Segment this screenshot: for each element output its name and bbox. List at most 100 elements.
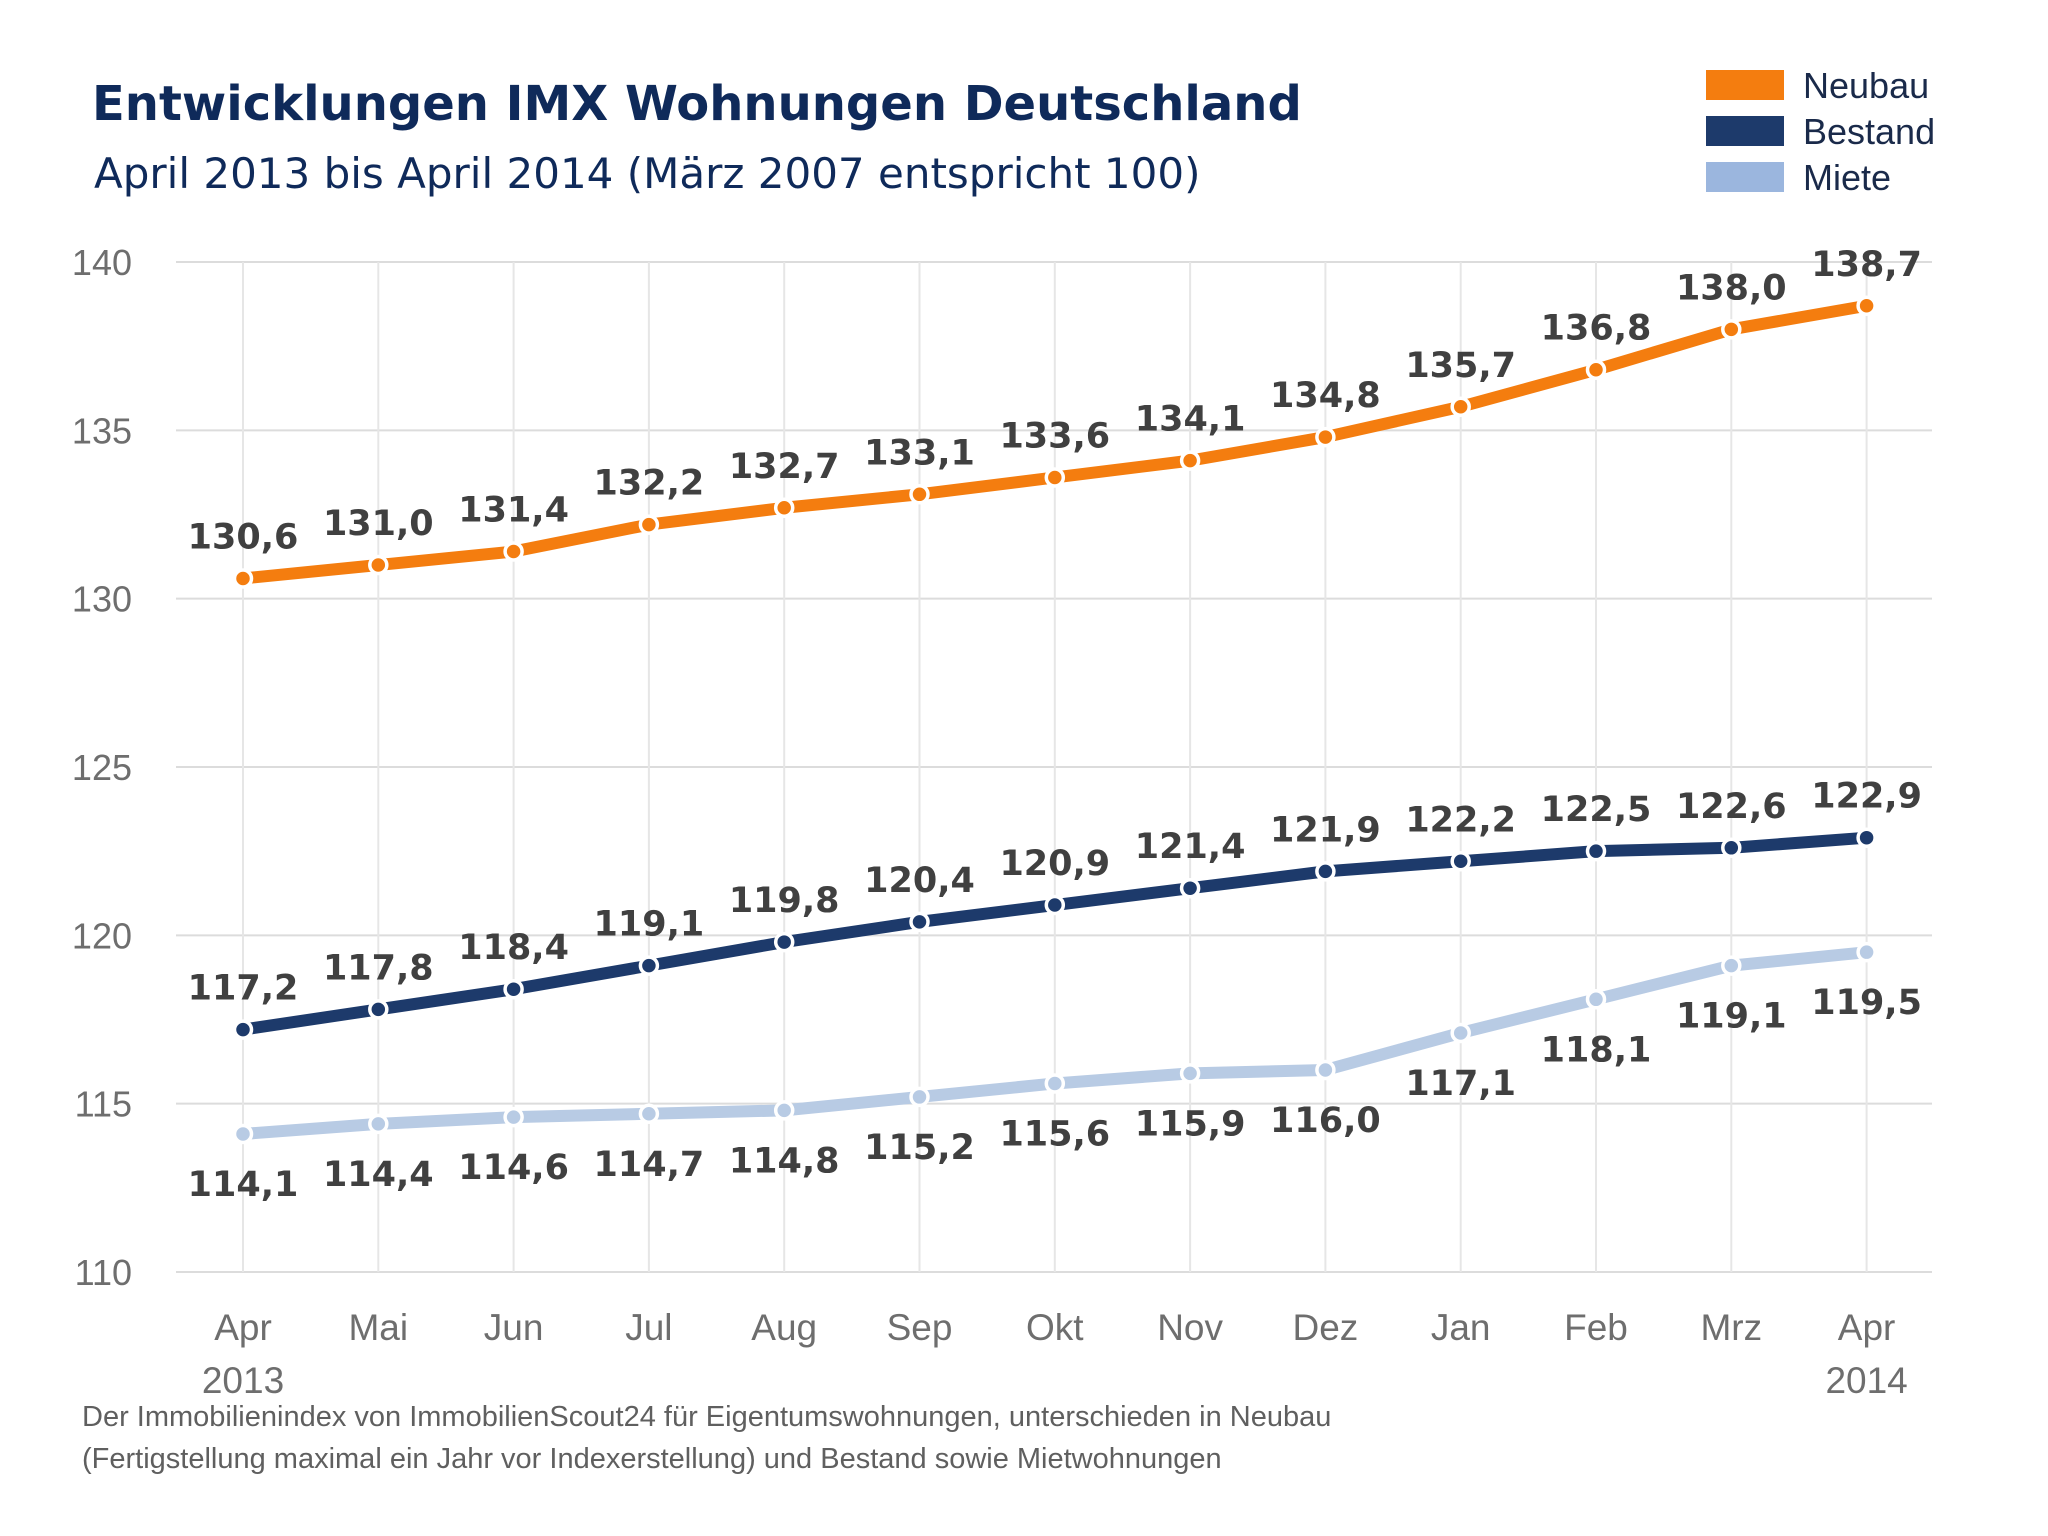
y-tick-label: 125 (72, 747, 132, 788)
data-label-bestand: 122,2 (1405, 800, 1516, 840)
legend-swatch-miete (1706, 162, 1784, 192)
x-tick-label: Jul (625, 1307, 672, 1348)
data-label-bestand: 122,5 (1541, 790, 1652, 830)
data-label-neubau: 138,7 (1811, 245, 1922, 285)
data-label-bestand: 119,8 (729, 881, 840, 921)
data-point-miete (909, 1086, 930, 1108)
x-tick-label: Sep (887, 1307, 953, 1348)
data-label-bestand: 120,4 (864, 861, 975, 901)
data-point-miete (1450, 1022, 1471, 1044)
data-label-miete: 114,8 (729, 1141, 840, 1181)
x-tick-label: Jun (484, 1307, 544, 1348)
data-point-neubau (638, 514, 660, 535)
data-label-bestand: 118,4 (458, 928, 569, 968)
data-point-miete (1585, 989, 1607, 1010)
data-label-miete: 114,7 (594, 1145, 705, 1185)
data-point-neubau (503, 541, 524, 562)
y-tick-label: 110 (75, 1252, 132, 1293)
data-label-bestand: 122,6 (1676, 787, 1787, 827)
data-label-neubau: 131,0 (323, 504, 434, 544)
data-label-miete: 115,2 (864, 1128, 975, 1168)
data-label-neubau: 134,8 (1270, 376, 1381, 416)
chart-subtitle: April 2013 bis April 2014 (März 2007 ent… (94, 149, 1200, 198)
y-tick-label: 135 (72, 410, 132, 451)
data-point-neubau (232, 568, 254, 589)
legend-label-miete: Miete (1803, 157, 1891, 198)
data-label-miete: 114,6 (458, 1148, 569, 1188)
data-label-neubau: 131,4 (458, 491, 569, 531)
legend-label-neubau: Neubau (1803, 65, 1929, 106)
data-label-bestand: 117,8 (323, 948, 434, 988)
data-label-neubau: 133,6 (999, 416, 1110, 456)
data-point-miete (232, 1123, 254, 1145)
legend-swatch-neubau (1706, 70, 1784, 100)
data-point-miete (1315, 1059, 1336, 1081)
data-point-neubau (1856, 295, 1877, 317)
grid (176, 261, 1932, 1273)
legend-label-bestand: Bestand (1803, 111, 1935, 152)
x-tick-label: Okt (1026, 1307, 1084, 1348)
y-tick-label: 140 (72, 242, 132, 283)
data-point-miete (638, 1103, 660, 1125)
data-point-bestand (368, 999, 389, 1020)
x-tick-label: Aug (751, 1307, 817, 1348)
data-label-bestand: 122,9 (1811, 777, 1922, 817)
data-label-miete: 118,1 (1541, 1030, 1652, 1070)
data-point-neubau (1721, 319, 1742, 340)
data-point-bestand (1585, 840, 1607, 862)
data-label-bestand: 121,9 (1270, 810, 1381, 850)
y-tick-label: 115 (75, 1084, 132, 1125)
data-label-neubau: 136,8 (1541, 309, 1652, 349)
data-point-miete (773, 1100, 795, 1121)
data-label-neubau: 130,6 (188, 517, 299, 557)
y-tick-label: 130 (72, 579, 132, 620)
data-point-miete (503, 1106, 524, 1128)
data-point-bestand (1721, 837, 1742, 859)
data-label-neubau: 135,7 (1405, 346, 1516, 386)
series-layer (232, 295, 1877, 1145)
data-point-neubau (1315, 426, 1336, 448)
data-label-neubau: 138,0 (1676, 268, 1787, 308)
data-label-bestand: 119,1 (594, 905, 705, 945)
data-labels: 130,6 131,0 131,4 132,2 132,7 133,1 133,6 134,1… (188, 245, 1922, 1205)
data-label-neubau: 134,1 (1135, 400, 1246, 440)
data-label-miete: 114,4 (323, 1155, 434, 1195)
data-point-miete (1044, 1073, 1066, 1094)
footnote-line-2: (Fertigstellung maximal ein Jahr vor Ind… (82, 1443, 1222, 1475)
data-label-miete: 119,1 (1676, 997, 1787, 1037)
footnote-line-1: Der Immobilienindex von ImmobilienScout2… (82, 1401, 1331, 1433)
x-tick-label: Jan (1431, 1307, 1491, 1348)
data-point-bestand (1044, 894, 1066, 916)
data-label-miete: 117,1 (1405, 1064, 1516, 1104)
x-tick-label: Feb (1564, 1307, 1628, 1348)
data-point-miete (1856, 941, 1877, 963)
data-point-neubau (1179, 450, 1201, 471)
data-point-bestand (232, 1019, 254, 1040)
y-tick-label: 120 (72, 915, 132, 956)
data-point-neubau (1585, 359, 1607, 380)
data-label-miete: 115,9 (1135, 1104, 1246, 1144)
x-tick-label: Apr (214, 1307, 272, 1348)
data-label-neubau: 133,1 (864, 433, 975, 473)
data-point-bestand (773, 931, 795, 953)
data-point-neubau (773, 497, 795, 519)
legend-swatch-bestand (1706, 116, 1784, 146)
data-label-bestand: 121,4 (1135, 827, 1246, 867)
data-point-miete (1721, 955, 1742, 976)
y-axis: 110 115 120 125 130 135 140 (72, 242, 132, 1293)
data-point-neubau (1450, 396, 1471, 418)
data-point-bestand (638, 955, 660, 976)
data-point-neubau (368, 554, 389, 576)
data-point-neubau (909, 484, 930, 505)
legend: Neubau Bestand Miete (1706, 65, 1935, 198)
data-point-bestand (503, 978, 524, 1000)
data-label-neubau: 132,7 (729, 447, 840, 487)
chart-title: Entwicklungen IMX Wohnungen Deutschland (92, 76, 1302, 132)
data-label-neubau: 132,2 (594, 464, 705, 504)
data-point-bestand (1856, 827, 1877, 848)
x-tick-label: Apr (1838, 1307, 1896, 1348)
x-tick-label: Nov (1157, 1307, 1223, 1348)
data-point-bestand (909, 911, 930, 933)
x-tick-year-label: 2014 (1825, 1360, 1907, 1401)
